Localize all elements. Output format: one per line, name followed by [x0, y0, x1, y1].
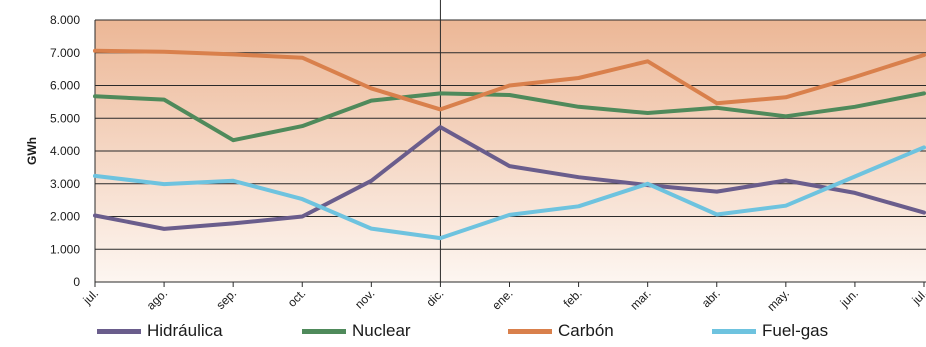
x-tick-label: feb.	[561, 286, 585, 310]
y-tick-label: 1.000	[50, 242, 80, 256]
y-tick-label: 7.000	[50, 46, 80, 60]
series-line-nuclear	[93, 91, 926, 143]
x-tick-label: abr.	[699, 286, 723, 310]
legend-item-fuel-gas: Fuel-gas	[712, 318, 828, 344]
y-tick-label: 8.000	[50, 13, 80, 27]
y-tick-label: 6.000	[50, 79, 80, 93]
legend-label: Hidráulica	[147, 321, 223, 340]
x-tick-label: jun.	[837, 286, 861, 310]
series-line-hidraulica	[93, 125, 926, 231]
x-tick-label: dic.	[423, 286, 446, 309]
y-tick-label: 4.000	[50, 144, 80, 158]
x-tick-label: ago.	[144, 286, 170, 312]
legend-label: Nuclear	[352, 321, 411, 340]
y-tick-label: 2.000	[50, 210, 80, 224]
x-tick-label: jul.	[80, 286, 101, 307]
y-tick-label: 5.000	[50, 111, 80, 125]
series-line-carbon	[93, 48, 926, 112]
x-tick-label: oct.	[285, 286, 309, 310]
y-tick-label: 3.000	[50, 177, 80, 191]
series-line-fuel-gas	[93, 145, 926, 241]
x-tick-label: may.	[764, 286, 792, 314]
y-axis-label: GWh	[25, 137, 39, 165]
y-tick-label: 0	[73, 275, 80, 289]
legend-swatch	[97, 328, 141, 334]
x-tick-label: ene.	[489, 286, 515, 312]
x-tick-label: jul.	[909, 286, 926, 307]
legend: Hidráulica Nuclear Carbón Fuel-gas	[0, 318, 926, 344]
legend-item-hidraulica: Hidráulica	[97, 318, 223, 344]
line-chart: jul. ago. sep. oct. nov. dic. ene. feb. mar. abr.…	[25, 0, 926, 314]
x-tick-label: nov.	[352, 286, 377, 311]
x-tick-label: sep.	[213, 286, 239, 312]
legend-swatch	[302, 328, 346, 334]
legend-label: Fuel-gas	[762, 321, 829, 340]
legend-label: Carbón	[558, 321, 614, 340]
legend-item-nuclear: Nuclear	[302, 318, 411, 344]
x-tick-label: mar.	[627, 286, 653, 312]
legend-item-carbon: Carbón	[508, 318, 614, 344]
legend-swatch	[508, 328, 552, 334]
legend-swatch	[712, 328, 756, 334]
